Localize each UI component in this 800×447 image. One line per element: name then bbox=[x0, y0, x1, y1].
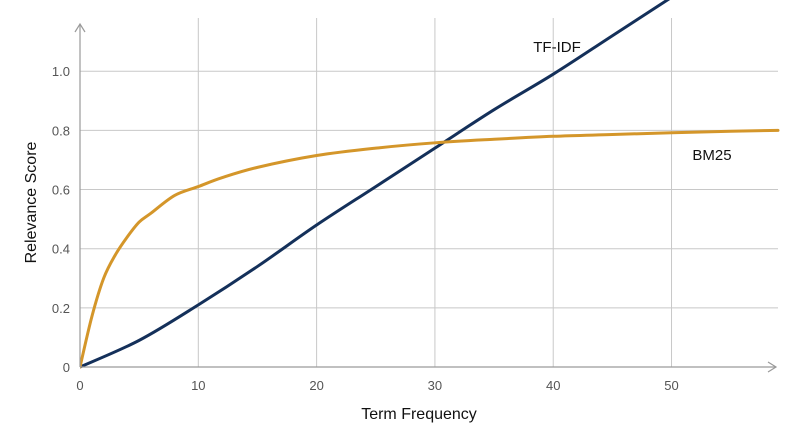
x-axis-arrow bbox=[767, 361, 778, 373]
axes bbox=[74, 22, 778, 373]
y-tick-label: 0.6 bbox=[52, 183, 70, 198]
x-tick-label: 50 bbox=[664, 378, 678, 393]
tfidf-line bbox=[80, 0, 671, 369]
tfidf-series-label: TF-IDF bbox=[533, 39, 580, 56]
y-axis-arrow bbox=[74, 22, 86, 33]
y-tick-label: 0.4 bbox=[52, 242, 70, 257]
x-tick-label: 30 bbox=[428, 378, 442, 393]
x-tick-label: 0 bbox=[76, 378, 83, 393]
y-tick-label: 0 bbox=[63, 360, 70, 375]
y-axis-title: Relevance Score bbox=[23, 141, 40, 263]
bm25-series-label: BM25 bbox=[692, 147, 731, 164]
bm25-line bbox=[80, 128, 780, 369]
y-tick-label: 0.2 bbox=[52, 301, 70, 316]
x-tick-label: 40 bbox=[546, 378, 560, 393]
y-tick-label: 1.0 bbox=[52, 64, 70, 79]
x-tick-label: 20 bbox=[309, 378, 323, 393]
series-group bbox=[80, 0, 780, 369]
labels: 0 0.2 0.4 0.6 0.8 1.0 0 10 20 30 40 50 Term Frequenc… bbox=[23, 39, 732, 423]
y-tick-label: 0.8 bbox=[52, 123, 70, 138]
x-tick-label: 10 bbox=[191, 378, 205, 393]
x-axis-title: Term Frequency bbox=[361, 406, 477, 423]
